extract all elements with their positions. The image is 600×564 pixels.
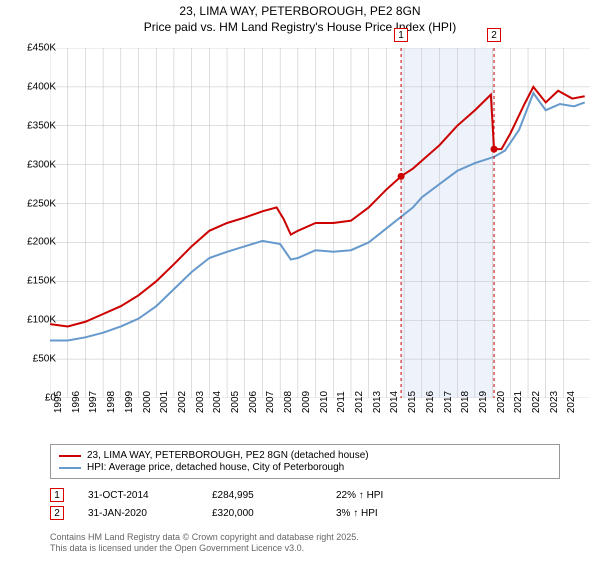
event-date: 31-OCT-2014 — [88, 490, 188, 501]
y-tick-label: £200K — [27, 237, 56, 248]
event-marker-box: 1 — [50, 488, 64, 502]
chart-area — [50, 48, 590, 398]
x-tick-label: 2013 — [372, 391, 383, 413]
footer: Contains HM Land Registry data © Crown c… — [50, 532, 359, 555]
y-tick-label: £450K — [27, 43, 56, 54]
y-tick-label: £150K — [27, 276, 56, 287]
x-tick-label: 1998 — [106, 391, 117, 413]
x-tick-label: 2017 — [443, 391, 454, 413]
x-tick-label: 2000 — [142, 391, 153, 413]
x-tick-label: 1995 — [53, 391, 64, 413]
legend-label: HPI: Average price, detached house, City… — [87, 462, 344, 473]
x-tick-label: 2016 — [425, 391, 436, 413]
x-tick-label: 2006 — [248, 391, 259, 413]
x-tick-label: 2012 — [354, 391, 365, 413]
y-tick-label: £250K — [27, 198, 56, 209]
event-row: 1 31-OCT-2014 £284,995 22% ↑ HPI — [50, 488, 436, 502]
x-tick-label: 2014 — [389, 391, 400, 413]
footer-line-2: This data is licensed under the Open Gov… — [50, 543, 359, 554]
event-price: £320,000 — [212, 508, 312, 519]
y-tick-label: £400K — [27, 81, 56, 92]
x-tick-label: 2018 — [460, 391, 471, 413]
sale-events: 1 31-OCT-2014 £284,995 22% ↑ HPI 2 31-JAN-202… — [50, 488, 436, 524]
chart-subtitle: Price paid vs. HM Land Registry's House … — [0, 20, 600, 34]
y-tick-label: £300K — [27, 159, 56, 170]
y-tick-label: £50K — [33, 354, 56, 365]
chart-svg — [50, 48, 590, 398]
x-tick-label: 2008 — [283, 391, 294, 413]
x-tick-label: 1999 — [124, 391, 135, 413]
x-tick-label: 2007 — [265, 391, 276, 413]
legend-row: HPI: Average price, detached house, City… — [59, 462, 551, 473]
x-tick-label: 2010 — [319, 391, 330, 413]
x-tick-label: 2021 — [513, 391, 524, 413]
legend: 23, LIMA WAY, PETERBOROUGH, PE2 8GN (det… — [50, 444, 560, 479]
x-tick-label: 2019 — [478, 391, 489, 413]
footer-line-1: Contains HM Land Registry data © Crown c… — [50, 532, 359, 543]
event-delta: 3% ↑ HPI — [336, 508, 436, 519]
legend-row: 23, LIMA WAY, PETERBOROUGH, PE2 8GN (det… — [59, 450, 551, 461]
x-tick-label: 2002 — [177, 391, 188, 413]
sale-marker-box: 1 — [394, 28, 408, 42]
x-tick-label: 1996 — [71, 391, 82, 413]
x-tick-label: 2020 — [496, 391, 507, 413]
event-date: 31-JAN-2020 — [88, 508, 188, 519]
x-tick-label: 2024 — [566, 391, 577, 413]
x-tick-label: 2004 — [212, 391, 223, 413]
event-price: £284,995 — [212, 490, 312, 501]
x-tick-label: 2005 — [230, 391, 241, 413]
x-tick-label: 1997 — [88, 391, 99, 413]
legend-swatch — [59, 467, 81, 469]
event-marker-box: 2 — [50, 506, 64, 520]
legend-swatch — [59, 455, 81, 457]
y-tick-label: £100K — [27, 315, 56, 326]
legend-label: 23, LIMA WAY, PETERBOROUGH, PE2 8GN (det… — [87, 450, 369, 461]
chart-container: 23, LIMA WAY, PETERBOROUGH, PE2 8GN Pric… — [0, 4, 600, 564]
sale-marker-box: 2 — [487, 28, 501, 42]
x-tick-label: 2015 — [407, 391, 418, 413]
x-tick-label: 2003 — [195, 391, 206, 413]
event-row: 2 31-JAN-2020 £320,000 3% ↑ HPI — [50, 506, 436, 520]
y-tick-label: £350K — [27, 120, 56, 131]
event-delta: 22% ↑ HPI — [336, 490, 436, 501]
x-tick-label: 2001 — [159, 391, 170, 413]
x-tick-label: 2022 — [531, 391, 542, 413]
x-tick-label: 2023 — [549, 391, 560, 413]
chart-title: 23, LIMA WAY, PETERBOROUGH, PE2 8GN — [0, 4, 600, 18]
x-tick-label: 2011 — [336, 391, 347, 413]
x-tick-label: 2009 — [301, 391, 312, 413]
